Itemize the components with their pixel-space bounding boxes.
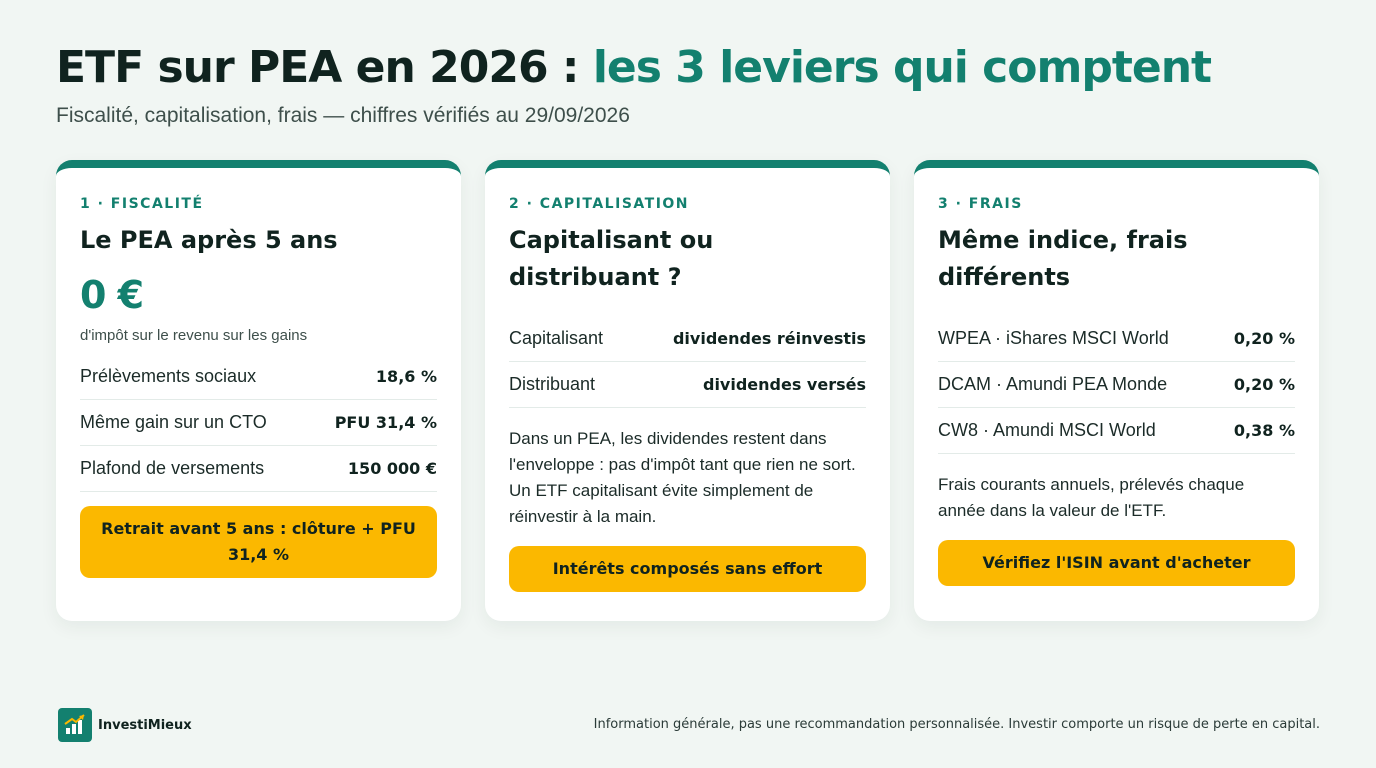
row-value: 150 000 € bbox=[347, 459, 437, 478]
card-paragraph: Frais courants annuels, prélevés chaque … bbox=[938, 475, 1245, 520]
big-value-note: d'impôt sur le revenu sur les gains bbox=[80, 327, 308, 344]
card-kicker: 2 · CAPITALISATION bbox=[509, 196, 690, 212]
title-main: ETF sur PEA en 2026 : bbox=[56, 42, 580, 93]
row-label: DCAM · Amundi PEA Monde bbox=[938, 374, 1168, 394]
data-rows: Capitalisant dividendes réinvestis Distr… bbox=[509, 316, 866, 408]
table-row: Même gain sur un CTO PFU 31,4 % bbox=[80, 400, 437, 446]
title-accent: les 3 leviers qui comptent bbox=[592, 42, 1212, 93]
row-value: 18,6 % bbox=[375, 367, 437, 386]
page-subtitle: Fiscalité, capitalisation, frais — chiff… bbox=[56, 104, 630, 127]
card-capitalisation: 2 · CAPITALISATION Capitalisant ou distr… bbox=[485, 160, 890, 621]
page-title: ETF sur PEA en 2026 : les 3 leviers qui … bbox=[56, 40, 1326, 96]
row-value: 0,38 % bbox=[1233, 421, 1295, 440]
row-label: WPEA · iShares MSCI World bbox=[938, 328, 1169, 348]
cards-container: 1 · FISCALITÉ Le PEA après 5 ans 0 € d'i… bbox=[56, 160, 1319, 621]
row-label: Prélèvements sociaux bbox=[80, 366, 257, 386]
card-title: Capitalisant ou distribuant ? bbox=[509, 226, 714, 291]
table-row: Distribuant dividendes versés bbox=[509, 362, 866, 408]
disclaimer: Information générale, pas une recommanda… bbox=[593, 717, 1320, 732]
card-title: Le PEA après 5 ans bbox=[80, 226, 338, 254]
brand-name: InvestiMieux bbox=[98, 717, 192, 733]
table-row: DCAM · Amundi PEA Monde 0,20 % bbox=[938, 362, 1295, 408]
row-value: 0,20 % bbox=[1233, 375, 1295, 394]
brand-logo: InvestiMieux bbox=[58, 708, 192, 742]
big-value: 0 € bbox=[80, 273, 144, 317]
table-row: Plafond de versements 150 000 € bbox=[80, 446, 437, 492]
table-row: WPEA · iShares MSCI World 0,20 % bbox=[938, 316, 1295, 362]
row-label: CW8 · Amundi MSCI World bbox=[938, 420, 1156, 440]
row-label: Plafond de versements bbox=[80, 458, 265, 478]
card-frais: 3 · FRAIS Même indice, frais différents … bbox=[914, 160, 1319, 621]
card-kicker: 3 · FRAIS bbox=[938, 196, 1023, 212]
row-label: Distribuant bbox=[509, 374, 596, 394]
row-label: Même gain sur un CTO bbox=[80, 412, 267, 432]
row-value: 0,20 % bbox=[1233, 329, 1295, 348]
callout-badge: Retrait avant 5 ans : clôture + PFU 31,4… bbox=[80, 506, 437, 578]
table-row: CW8 · Amundi MSCI World 0,38 % bbox=[938, 408, 1295, 454]
card-paragraph: Dans un PEA, les dividendes restent dans… bbox=[509, 429, 856, 526]
trend-up-chart-icon bbox=[58, 708, 92, 742]
page-header: ETF sur PEA en 2026 : les 3 leviers qui … bbox=[56, 40, 1326, 128]
row-value: dividendes versés bbox=[702, 375, 866, 394]
table-row: Capitalisant dividendes réinvestis bbox=[509, 316, 866, 362]
data-rows: Prélèvements sociaux 18,6 % Même gain su… bbox=[80, 354, 437, 492]
card-kicker: 1 · FISCALITÉ bbox=[80, 196, 204, 212]
row-value: PFU 31,4 % bbox=[334, 413, 437, 432]
data-rows: WPEA · iShares MSCI World 0,20 % DCAM · … bbox=[938, 316, 1295, 454]
callout-badge: Vérifiez l'ISIN avant d'acheter bbox=[938, 540, 1295, 586]
row-value: dividendes réinvestis bbox=[672, 329, 866, 348]
table-row: Prélèvements sociaux 18,6 % bbox=[80, 354, 437, 400]
callout-badge: Intérêts composés sans effort bbox=[509, 546, 866, 592]
card-fiscalite: 1 · FISCALITÉ Le PEA après 5 ans 0 € d'i… bbox=[56, 160, 461, 621]
row-label: Capitalisant bbox=[509, 328, 604, 348]
card-title: Même indice, frais différents bbox=[938, 226, 1188, 291]
